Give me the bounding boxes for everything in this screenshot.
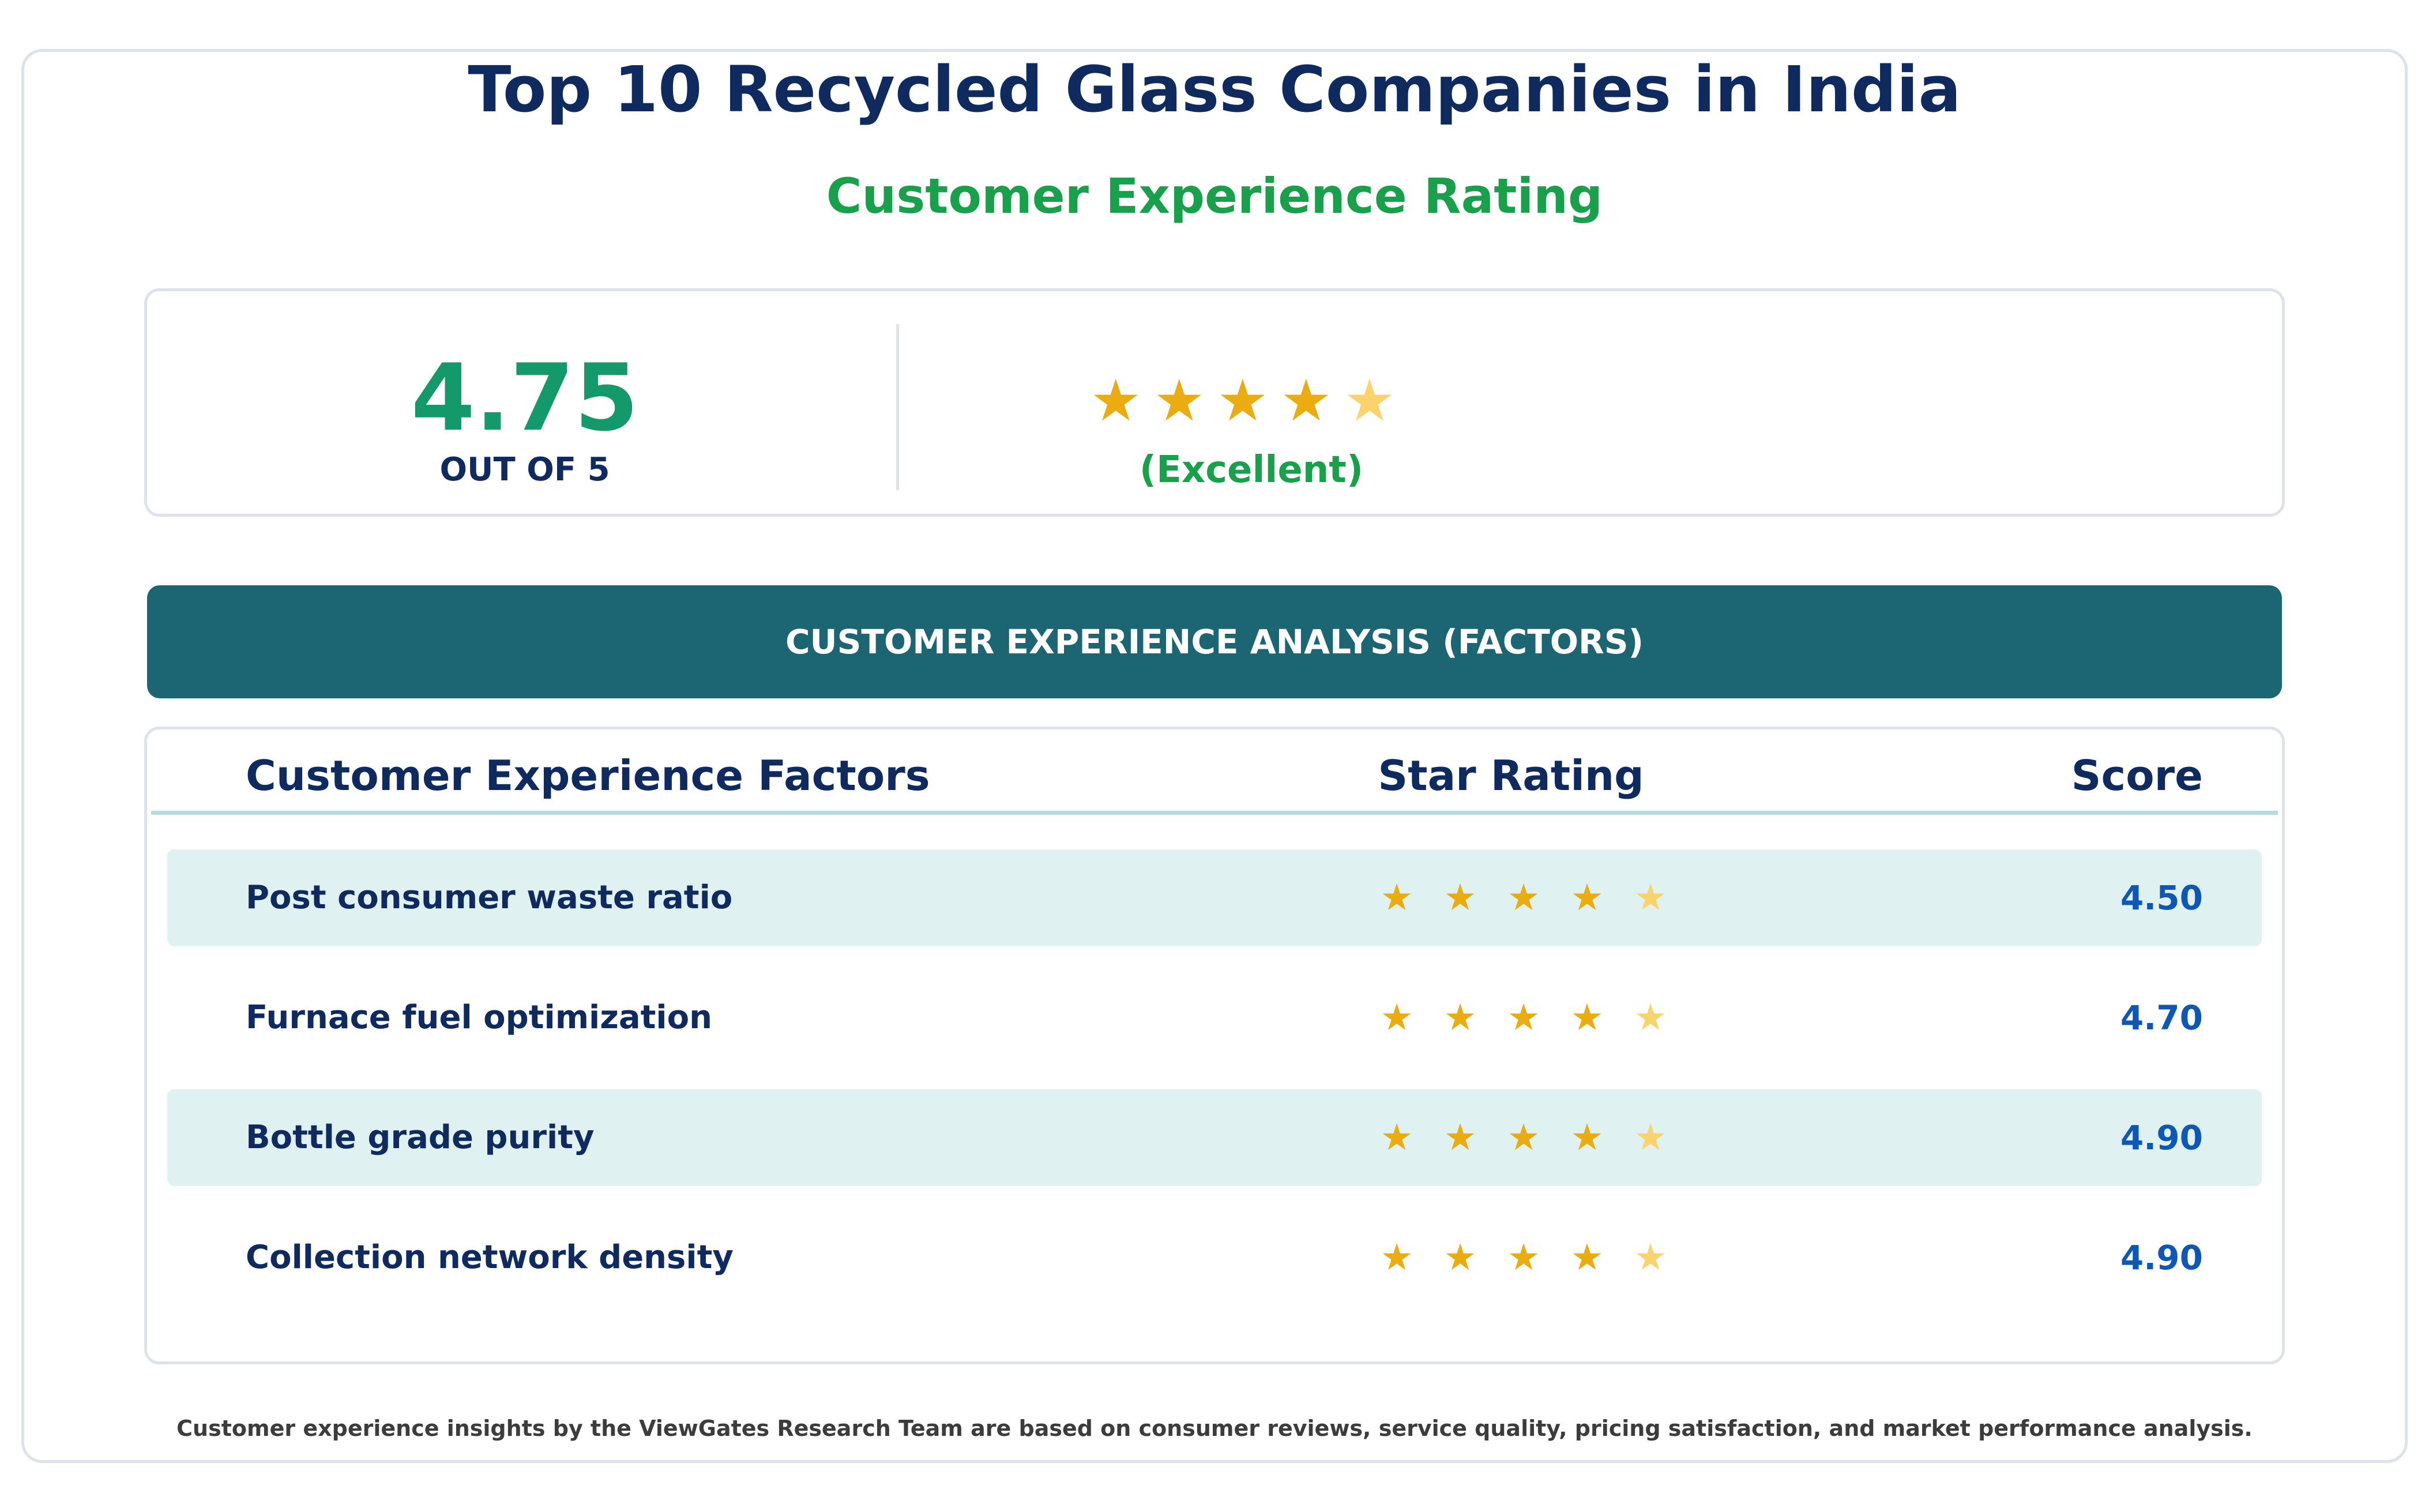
- star-filled-icon: ★: [1380, 877, 1413, 919]
- star-filled-icon: ★: [1570, 877, 1604, 919]
- star-filled-icon: ★: [1090, 367, 1142, 434]
- table-row: Post consumer waste ratio ★ ★ ★ ★ ★ 4.50: [167, 849, 2262, 946]
- star-filled-icon: ★: [1380, 1236, 1413, 1279]
- summary-divider: [896, 324, 899, 490]
- star-filled-icon: ★: [1507, 1116, 1540, 1159]
- star-filled-icon: ★: [1507, 877, 1540, 919]
- table-row: Collection network density ★ ★ ★ ★ ★ 4.90: [167, 1209, 2262, 1306]
- star-filled-icon: ★: [1443, 1236, 1477, 1279]
- factor-star-rating: ★ ★ ★ ★ ★: [1378, 849, 1669, 946]
- star-filled-icon: ★: [1380, 1116, 1413, 1159]
- overall-star-rating: ★ ★ ★ ★ ★: [1090, 363, 1396, 438]
- factor-star-rating: ★ ★ ★ ★ ★: [1378, 1209, 1669, 1306]
- star-filled-icon: ★: [1443, 996, 1477, 1039]
- out-of-label: OUT OF 5: [439, 451, 610, 488]
- factor-label: Furnace fuel optimization: [246, 999, 712, 1036]
- star-filled-icon: ★: [1153, 367, 1205, 434]
- overall-score: 4.75: [411, 344, 639, 452]
- page-title: Top 10 Recycled Glass Companies in India: [468, 52, 1961, 126]
- header-divider: [151, 811, 2278, 815]
- factor-score: 4.90: [2120, 1118, 2203, 1157]
- star-filled-icon: ★: [1570, 1116, 1604, 1159]
- factor-score: 4.50: [2120, 878, 2203, 917]
- star-filled-icon: ★: [1443, 1116, 1477, 1159]
- column-header-star-rating: Star Rating: [1378, 751, 1644, 800]
- factor-star-rating: ★ ★ ★ ★ ★: [1378, 1089, 1669, 1186]
- factor-label: Bottle grade purity: [246, 1119, 595, 1156]
- card-frame: [21, 49, 2408, 1463]
- page-subtitle: Customer Experience Rating: [826, 168, 1603, 224]
- star-faded-icon: ★: [1634, 877, 1667, 919]
- table-row: Bottle grade purity ★ ★ ★ ★ ★ 4.90: [167, 1089, 2262, 1186]
- star-filled-icon: ★: [1380, 996, 1413, 1039]
- factor-label: Post consumer waste ratio: [246, 879, 733, 916]
- summary-card: [144, 288, 2285, 517]
- star-filled-icon: ★: [1443, 877, 1477, 919]
- factor-score: 4.90: [2120, 1238, 2203, 1277]
- factor-star-rating: ★ ★ ★ ★ ★: [1378, 969, 1669, 1066]
- star-filled-icon: ★: [1280, 367, 1332, 434]
- star-filled-icon: ★: [1507, 1236, 1540, 1279]
- table-row: Furnace fuel optimization ★ ★ ★ ★ ★ 4.70: [167, 969, 2262, 1066]
- star-filled-icon: ★: [1570, 1236, 1604, 1279]
- column-header-score: Score: [2071, 751, 2203, 800]
- footer-note: Customer experience insights by the View…: [176, 1416, 2253, 1441]
- star-filled-icon: ★: [1570, 996, 1604, 1039]
- star-filled-icon: ★: [1217, 367, 1269, 434]
- star-faded-icon: ★: [1344, 367, 1396, 434]
- star-filled-icon: ★: [1507, 996, 1540, 1039]
- star-faded-icon: ★: [1634, 1236, 1667, 1279]
- factors-table: [144, 727, 2285, 1364]
- rating-word: (Excellent): [1139, 449, 1364, 491]
- factor-score: 4.70: [2120, 998, 2203, 1037]
- star-faded-icon: ★: [1634, 996, 1667, 1039]
- section-banner: CUSTOMER EXPERIENCE ANALYSIS (FACTORS): [147, 585, 2282, 698]
- factor-label: Collection network density: [246, 1239, 734, 1276]
- column-header-factors: Customer Experience Factors: [246, 751, 930, 800]
- star-faded-icon: ★: [1634, 1116, 1667, 1159]
